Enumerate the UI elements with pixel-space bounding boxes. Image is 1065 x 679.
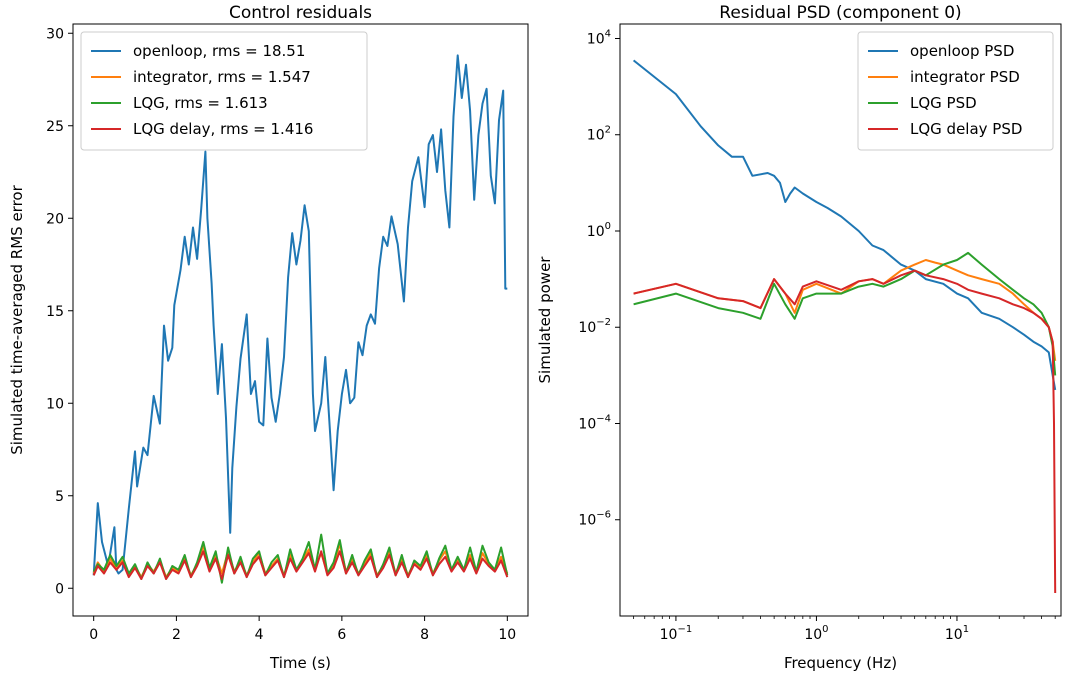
x-tick-label-0-2: 4 xyxy=(255,627,264,643)
plot-frame-1 xyxy=(619,23,1062,617)
y-tick-label-0-2: 10 xyxy=(46,396,64,412)
x-axis-label-1: Frequency (Hz) xyxy=(784,654,897,672)
series-line-1-3 xyxy=(633,269,1057,594)
y-tick-label-0-0: 0 xyxy=(55,581,64,597)
x-tick-label-0-4: 8 xyxy=(420,627,429,643)
y-tick-label-0-4: 20 xyxy=(46,211,64,227)
y-tick-label-1-5: 104 xyxy=(587,28,611,47)
legend-label-0-1: integrator, rms = 1.547 xyxy=(133,68,311,86)
series-group-0 xyxy=(92,54,509,584)
legend-0: openloop, rms = 18.51 integrator, rms = 1… xyxy=(80,31,368,151)
y-tick-label-1-1: 10−4 xyxy=(578,413,611,432)
legend-label-0-3: LQG delay, rms = 1.416 xyxy=(133,120,313,138)
series-line-0-0 xyxy=(92,54,508,576)
psd-chart: Residual PSD (component 0) 10−1 100 101 10−6… xyxy=(536,3,1062,672)
series-line-0-2 xyxy=(92,533,509,584)
y-tick-label-1-3: 100 xyxy=(587,221,611,240)
legend-label-1-0: openloop PSD xyxy=(910,42,1014,60)
y-tick-label-0-5: 25 xyxy=(46,119,64,135)
y-tick-label-1-4: 102 xyxy=(587,125,611,144)
series-line-0-3 xyxy=(92,550,509,580)
series-line-1-0 xyxy=(632,59,1057,391)
series-line-1-2 xyxy=(633,251,1057,376)
plot-frame-0 xyxy=(72,23,529,617)
legend-box-0 xyxy=(80,31,368,151)
x-tick-label-1-2: 101 xyxy=(945,624,969,643)
y-axis-label-1: Simulated power xyxy=(536,256,554,384)
y-tick-label-0-6: 30 xyxy=(46,26,64,42)
x-tick-label-0-1: 2 xyxy=(172,627,181,643)
legend-label-1-3: LQG delay PSD xyxy=(910,120,1022,138)
legend-label-0-2: LQG, rms = 1.613 xyxy=(133,94,268,112)
series-group-1 xyxy=(632,59,1057,594)
x-tick-label-1-0: 10−1 xyxy=(660,624,693,643)
legend-1: openloop PSD integrator PSD LQG PSD LQG del… xyxy=(857,31,1054,151)
legend-label-0-0: openloop, rms = 18.51 xyxy=(133,42,305,60)
x-tick-label-1-1: 100 xyxy=(804,624,828,643)
chart-title-1: Residual PSD (component 0) xyxy=(719,3,961,23)
series-line-1-1 xyxy=(633,259,1057,362)
x-axis-label-0: Time (s) xyxy=(269,654,331,672)
x-tick-label-0-0: 0 xyxy=(89,627,98,643)
legend-label-1-1: integrator PSD xyxy=(910,68,1020,86)
legend-label-1-2: LQG PSD xyxy=(910,94,977,112)
chart-title-0: Control residuals xyxy=(229,3,372,23)
y-tick-label-0-3: 15 xyxy=(46,304,64,320)
legend-box-1 xyxy=(857,31,1054,151)
residuals-chart: Control residuals 0 2 4 6 8 10 0 5 10 15 20 25 30 Time… xyxy=(8,3,529,672)
y-tick-label-1-2: 10−2 xyxy=(578,317,611,336)
x-tick-label-0-5: 10 xyxy=(498,627,516,643)
x-tick-label-0-3: 6 xyxy=(337,627,346,643)
y-tick-label-0-1: 5 xyxy=(55,489,64,505)
y-axis-label-0: Simulated time-averaged RMS error xyxy=(8,184,26,454)
y-tick-label-1-0: 10−6 xyxy=(578,510,611,529)
